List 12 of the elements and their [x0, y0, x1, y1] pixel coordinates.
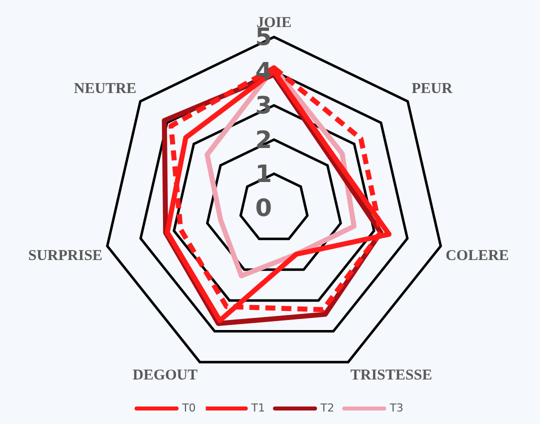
- y-tick-label: 4: [255, 57, 272, 86]
- spoke-label: NEUTRE: [74, 81, 136, 98]
- spoke-label: TRISTESSE: [350, 367, 432, 384]
- spoke-label: SURPRISE: [28, 248, 102, 264]
- legend-label: T0: [181, 401, 196, 414]
- legend-label: T2: [320, 401, 334, 414]
- y-tick-label: 0: [255, 194, 272, 222]
- legend-label: T1: [250, 401, 265, 414]
- spoke-label: DEGOUT: [132, 367, 198, 384]
- spoke-label: COLERE: [446, 248, 509, 264]
- spoke-label: PEUR: [412, 81, 453, 98]
- legend-label: T3: [388, 401, 404, 414]
